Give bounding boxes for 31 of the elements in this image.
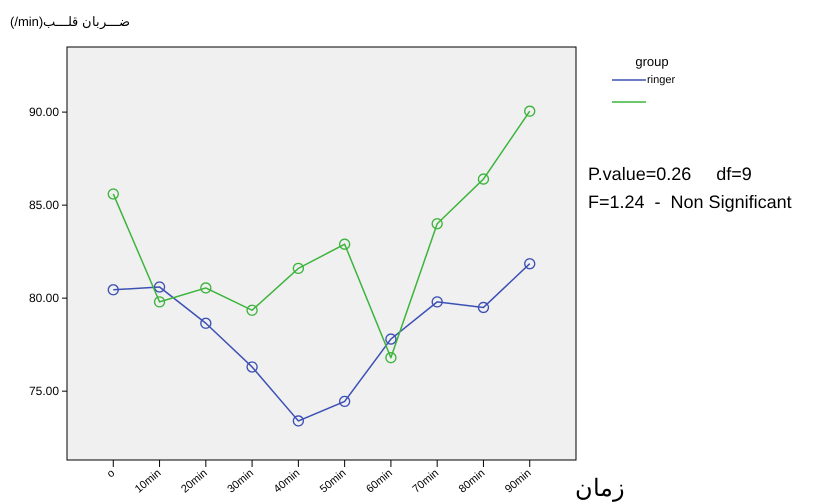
point (524, 106, 536, 117)
point (478, 302, 490, 314)
point (246, 304, 258, 316)
y-axis-title: (/min)ضـــربان قلـــب (10, 14, 130, 30)
y-tick-label: 85.00 (28, 198, 60, 212)
point (200, 282, 212, 294)
point (385, 352, 397, 364)
x-tick-label: o (104, 467, 118, 480)
legend-label: ringer (647, 74, 676, 86)
text: P.value=0.26 df=9 (588, 164, 752, 184)
text: F=1.24 - Non Significant (588, 192, 792, 212)
point (385, 333, 397, 345)
point (246, 361, 258, 373)
point (478, 173, 490, 185)
point (524, 258, 536, 270)
y-tick-label: 80.00 (28, 291, 60, 306)
legend-title: group (635, 54, 669, 69)
point (432, 218, 443, 230)
y-tick-label: 75.00 (28, 384, 60, 398)
point (292, 262, 304, 274)
point (154, 296, 166, 308)
point (154, 281, 166, 293)
point (432, 296, 443, 308)
point (292, 415, 304, 427)
x-axis-title: زمان (575, 475, 625, 502)
point (338, 238, 350, 250)
point (108, 284, 119, 296)
point (200, 318, 212, 329)
y-tick-label: 90.00 (28, 105, 60, 120)
point (108, 188, 119, 200)
point (338, 396, 350, 408)
